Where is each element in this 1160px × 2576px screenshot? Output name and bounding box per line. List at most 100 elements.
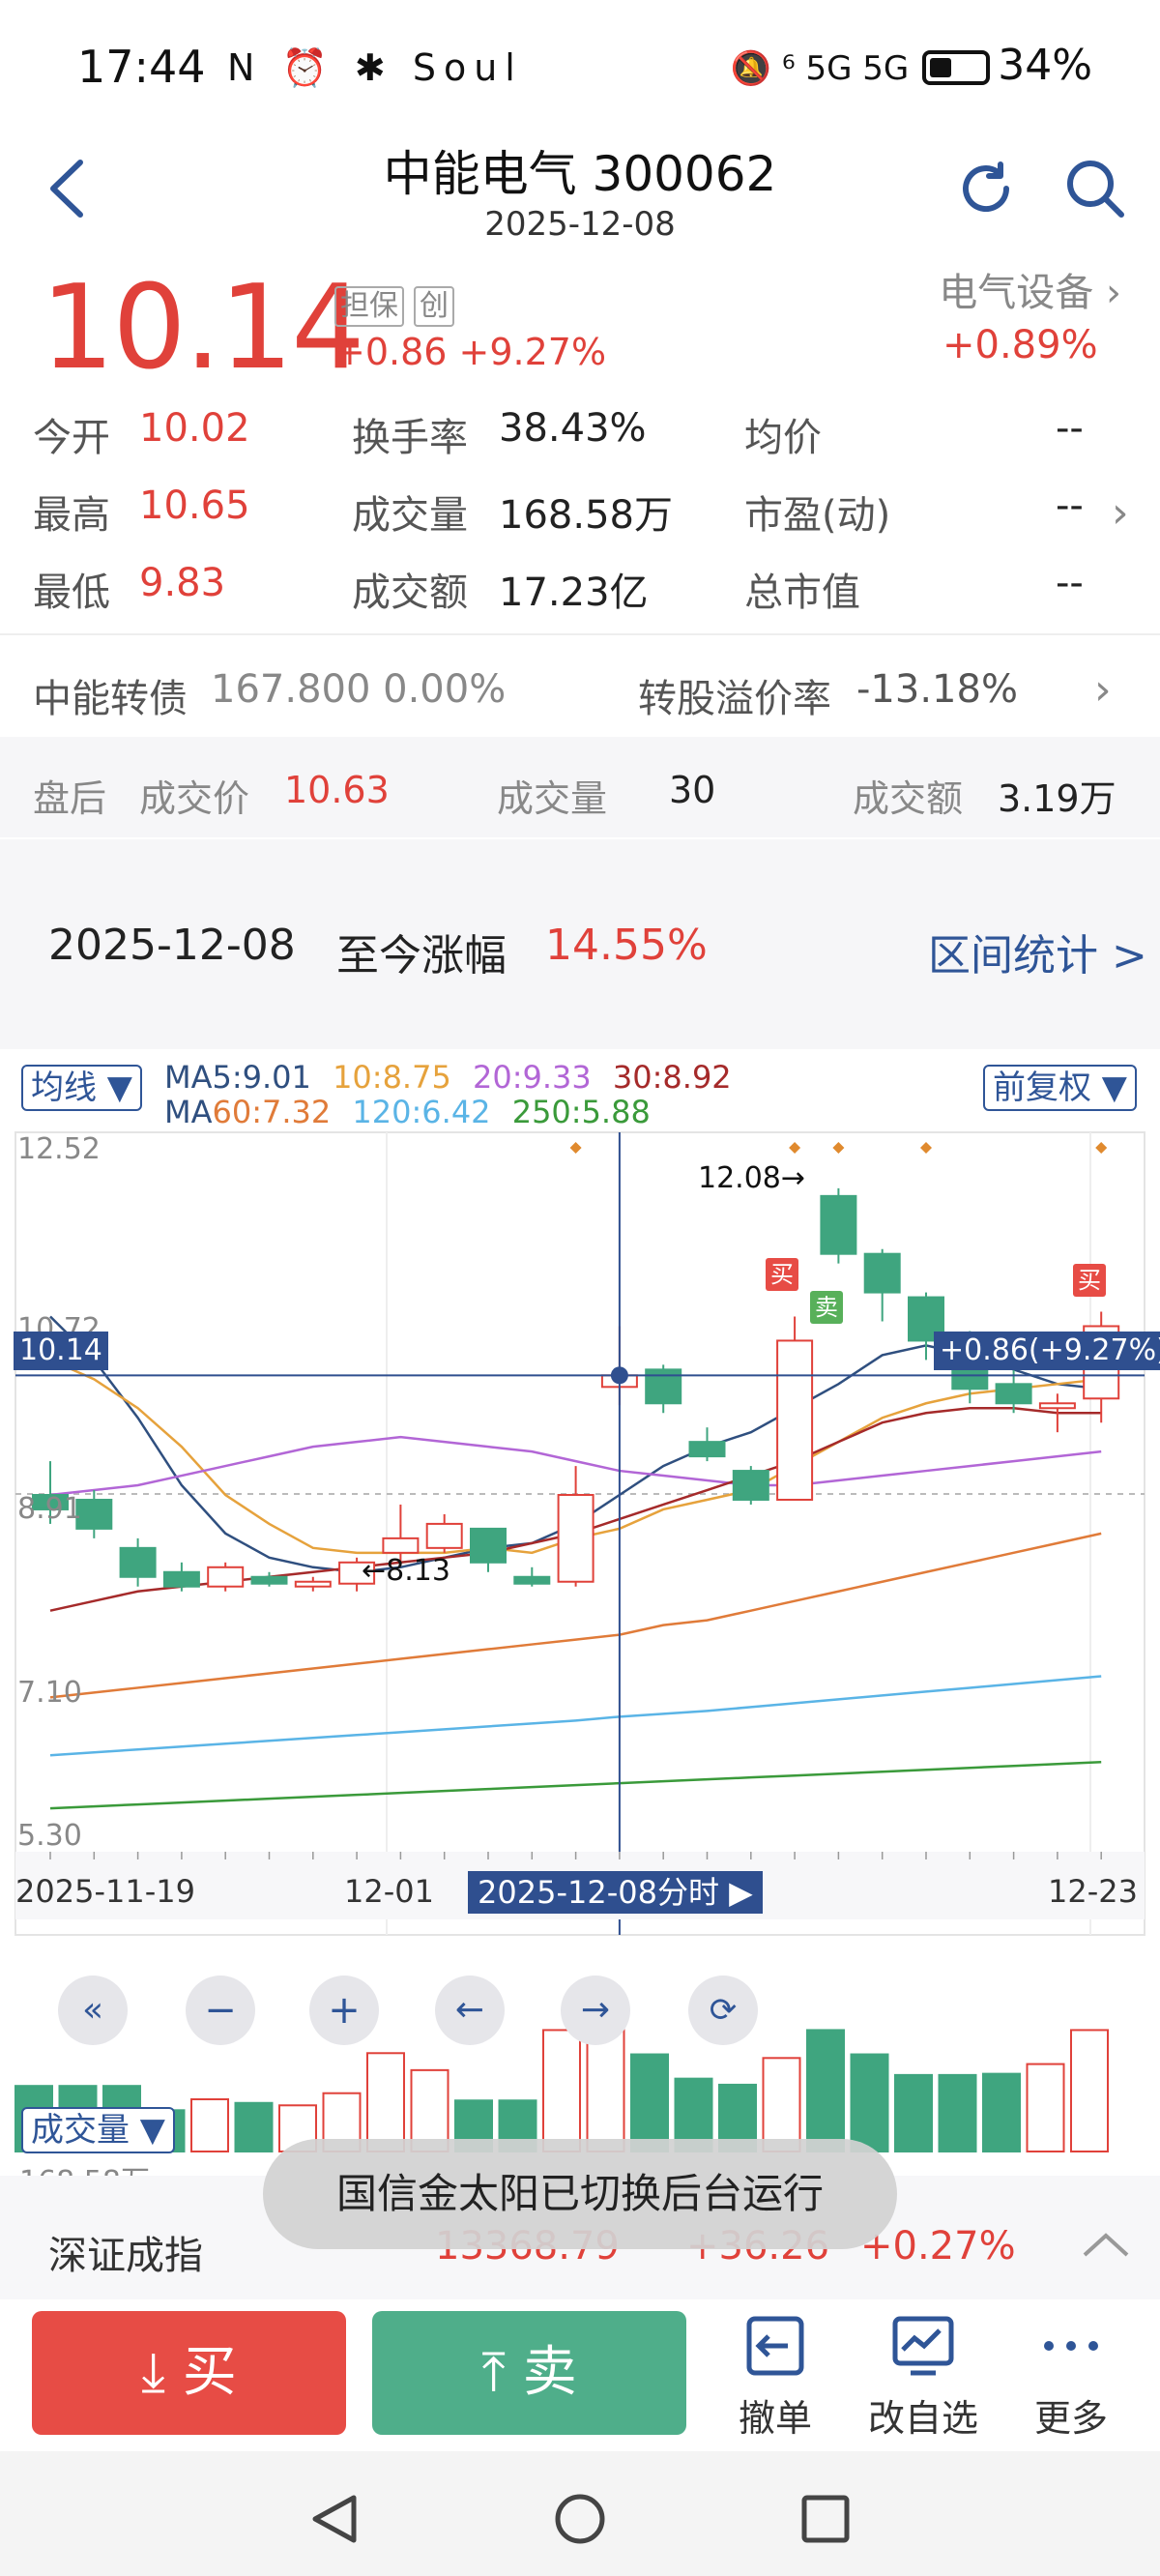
ma-selector[interactable]: 均线 ▼ [21, 1065, 142, 1111]
kline-chart[interactable]: 均线 ▼ 前复权 ▼ MA5:9.01 10:8.75 20:9.33 30:8… [0, 1049, 1160, 2199]
range-label: 至今涨幅 [336, 931, 507, 981]
volume-value: 168.58万 [499, 493, 673, 538]
x-tick-start: 2025-11-19 [15, 1873, 195, 1910]
buy-button[interactable]: ⤓ 买 [32, 2311, 346, 2435]
nav-home-icon[interactable] [553, 2492, 607, 2546]
low-label: 最低 [33, 571, 110, 615]
mcap-label: 总市值 [744, 571, 860, 615]
buy-signal-tag-2: 买 [1073, 1264, 1106, 1297]
candle-down [162, 1570, 200, 1588]
candle-up [425, 1522, 463, 1549]
play-icon: ▶ [729, 1874, 753, 1911]
zoom-out-far-button[interactable]: « [58, 1976, 128, 2045]
crosshair-dot [610, 1366, 628, 1385]
bond-premium: -13.18% [856, 667, 1018, 712]
candle-up [294, 1580, 332, 1588]
guarantee-tag: 担保 [334, 286, 404, 327]
more-label: 更多 [1033, 2397, 1108, 2440]
candle-down [995, 1383, 1032, 1405]
refresh-icon[interactable] [952, 155, 1020, 222]
cursor-price-label: 10.14 [14, 1332, 108, 1370]
candle-down [513, 1575, 551, 1585]
stats-expand-icon[interactable]: › [1112, 488, 1129, 538]
candle-down [119, 1546, 157, 1578]
ma5-legend: MA5:9.01 [164, 1059, 311, 1096]
high-label: 最高 [33, 493, 110, 538]
after-hours-amt-label: 成交额 [853, 777, 964, 820]
nav-back-icon[interactable] [307, 2492, 362, 2546]
system-nav-bar [0, 2451, 1160, 2576]
rotate-icon[interactable]: ⟳ [688, 1976, 758, 2045]
index-pct: +0.27% [860, 2224, 1016, 2269]
volume-selector[interactable]: 成交量 ▼ [21, 2107, 175, 2153]
low-value: 9.83 [139, 561, 226, 605]
edit-watchlist-icon [892, 2316, 954, 2376]
toast-message: 国信金太阳已切换后台运行 [263, 2139, 897, 2249]
nav-recents-icon[interactable] [798, 2492, 853, 2546]
after-hours-label: 盘后 [33, 777, 107, 820]
bond-value: 167.800 0.00% [211, 667, 507, 712]
avg-label: 均价 [744, 416, 822, 460]
status-icons: N ⏰ ✱ Soul [227, 46, 523, 89]
mcap-value: -- [1056, 561, 1084, 605]
back-icon[interactable] [44, 155, 92, 222]
cursor-date-button[interactable]: 2025-12-08分时 ▶ [468, 1871, 763, 1914]
volume-bar [938, 2073, 977, 2153]
open-label: 今开 [33, 416, 110, 460]
plot-frame [14, 1131, 1146, 1936]
ma-legend-row1: MA5:9.01 10:8.75 20:9.33 30:8.92 [164, 1059, 732, 1096]
volume-bar [850, 2053, 889, 2153]
battery-level: 34% [998, 41, 1092, 90]
y-tick-8: 8.91 [17, 1492, 82, 1526]
revoke-label: 撤单 [738, 2397, 812, 2440]
cursor-change-label: +0.86(+9.27%) [934, 1332, 1160, 1370]
more-button[interactable]: 更多 [1008, 2311, 1134, 2442]
candle-up [207, 1566, 245, 1588]
event-marker [1095, 1142, 1108, 1154]
bond-chevron-icon[interactable]: › [1094, 665, 1112, 715]
scroll-right-button[interactable]: → [561, 1976, 630, 2045]
event-marker [789, 1142, 801, 1154]
sell-icon: ⤒ [481, 2341, 523, 2404]
volume-label: 成交量 [352, 493, 468, 538]
y-tick-top: 12.52 [17, 1132, 101, 1166]
sector-change: +0.89% [942, 323, 1098, 367]
sector-link[interactable]: 电气设备 › [939, 261, 1121, 317]
candle-up [338, 1561, 376, 1585]
revoke-button[interactable]: 撤单 [712, 2311, 838, 2442]
ma60-prefix: MA [164, 1094, 213, 1130]
chevron-up-icon[interactable] [1081, 2230, 1131, 2259]
candle-down [32, 1493, 69, 1510]
ma120-legend: 120:6.42 [352, 1094, 491, 1130]
adjust-selector[interactable]: 前复权 ▼ [983, 1065, 1137, 1111]
volume-bar [190, 2098, 229, 2153]
cursor-date: 2025-12-08分时 [478, 1874, 719, 1911]
volume-bar [542, 2029, 581, 2152]
search-icon[interactable] [1061, 155, 1129, 222]
scroll-left-button[interactable]: ← [435, 1976, 505, 2045]
sector-name: 电气设备 [939, 271, 1094, 315]
pe-value: -- [1056, 483, 1084, 528]
ma20-legend: 20:9.33 [472, 1059, 592, 1096]
after-hours-vol: 30 [669, 769, 716, 811]
zoom-out-button[interactable]: − [186, 1976, 255, 2045]
candle-down [732, 1470, 769, 1501]
zoom-in-button[interactable]: + [309, 1976, 379, 2045]
range-stats-link[interactable]: 区间统计 > [928, 931, 1147, 981]
ma120-line [49, 1675, 1102, 1757]
current-price: 10.14 [41, 261, 365, 395]
sell-label: 卖 [522, 2341, 577, 2404]
sell-button[interactable]: ⤒ 卖 [372, 2311, 686, 2435]
edit-watchlist-button[interactable]: 改自选 [860, 2311, 986, 2442]
candle-up [557, 1493, 594, 1583]
range-band [0, 839, 1160, 1050]
open-value: 10.02 [139, 406, 250, 451]
after-hours-price: 10.63 [284, 769, 390, 811]
ma30-legend: 30:8.92 [612, 1059, 732, 1096]
volume-bar [234, 2101, 274, 2152]
revoke-icon [746, 2316, 804, 2376]
candle-down [863, 1252, 901, 1294]
page-date: 2025-12-08 [484, 205, 676, 244]
sell-signal-tag: 卖 [810, 1291, 843, 1324]
pe-label: 市盈(动) [744, 493, 891, 538]
